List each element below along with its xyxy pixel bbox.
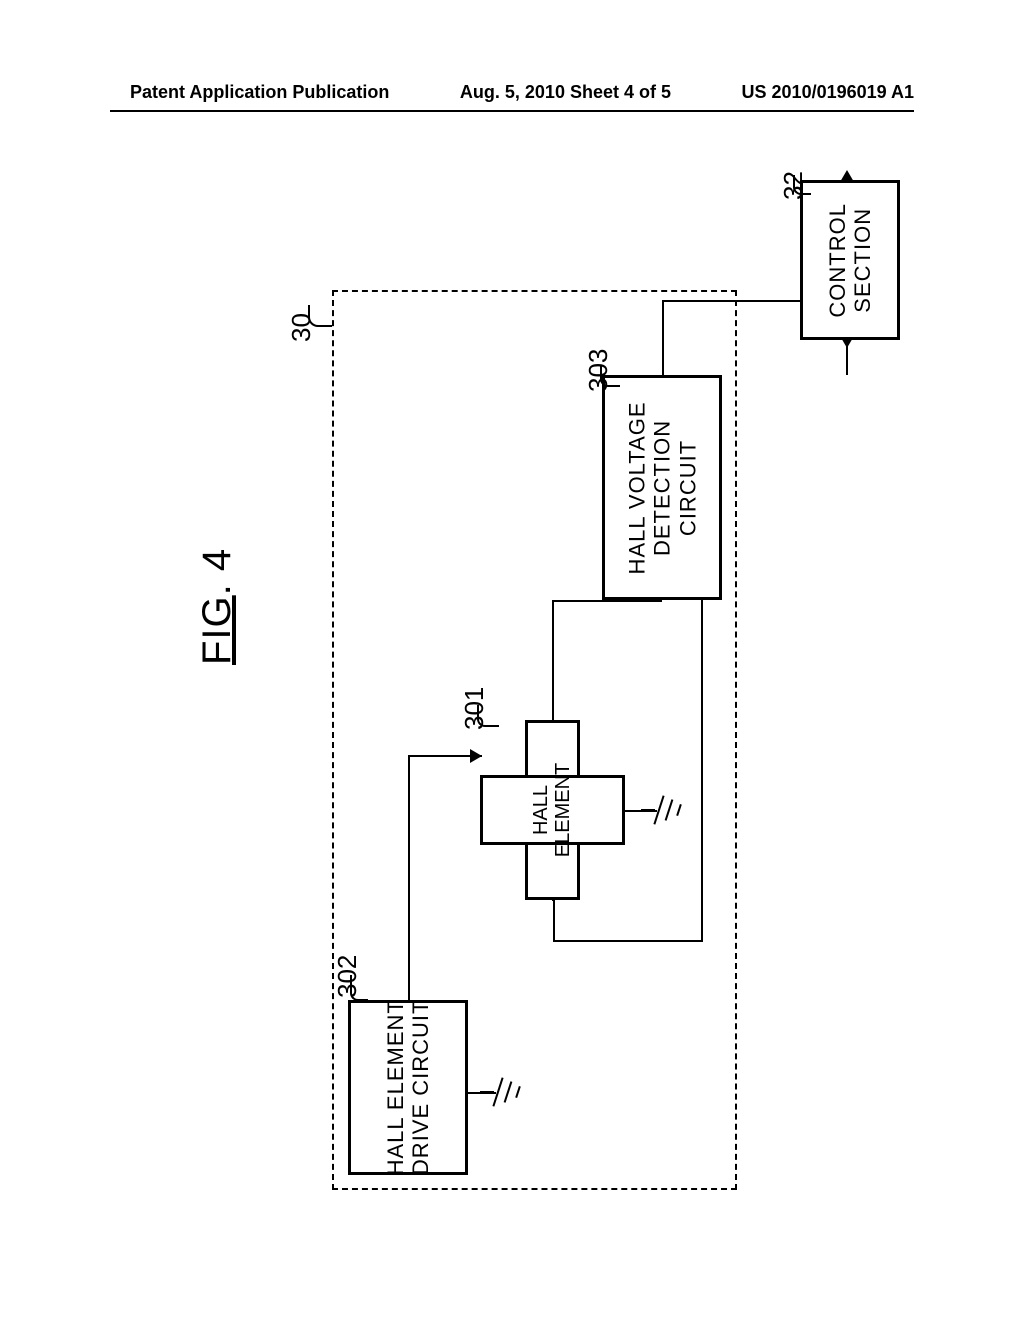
gnd-301 [655,792,685,828]
wire-303-exit [846,340,848,375]
block-drive-circuit: HALL ELEMENTDRIVE CIRCUIT [348,1000,468,1175]
leader-301 [477,705,499,727]
label-hall-element: HALLELEMENT [531,763,575,857]
block-detect-circuit: HALL VOLTAGEDETECTIONCIRCUIT [602,375,722,600]
wire-hall-top-to-303-h [552,600,662,602]
leader-303 [600,365,620,387]
figure-title: FIG. 4 [195,548,240,665]
leader-32 [793,175,811,195]
gnd-302 [494,1074,524,1110]
block-hall-element: HALLELEMENT [480,720,625,900]
wire-drive-to-hall-v [408,755,410,1000]
header-rule [110,110,914,112]
patent-header: Patent Application Publication Aug. 5, 2… [0,82,1024,103]
wire-hall-bot-v2 [701,578,703,942]
wire-hall-bot-v1 [553,900,555,940]
figure-title-number: 4 [195,548,239,571]
header-center: Aug. 5, 2010 Sheet 4 of 5 [460,82,671,103]
header-left: Patent Application Publication [130,82,389,103]
label-drive-circuit: HALL ELEMENTDRIVE CIRCUIT [383,999,434,1175]
leader-30 [308,305,332,327]
wire-hall-bot-h [553,940,703,942]
figure-title-prefix: FIG [195,595,239,665]
diagram-stage: 30 HALL ELEMENTDRIVE CIRCUIT 302 HALLELE… [270,160,910,1210]
wire-hall-top-to-303-v [552,600,554,720]
header-right: US 2010/0196019 A1 [742,82,914,103]
block-control-section: CONTROLSECTION [800,180,900,340]
leader-302 [350,975,368,1001]
label-detect-circuit: HALL VOLTAGEDETECTIONCIRCUIT [624,401,700,574]
wire-303-to-32-v [662,300,664,375]
label-control-section: CONTROLSECTION [825,203,876,318]
